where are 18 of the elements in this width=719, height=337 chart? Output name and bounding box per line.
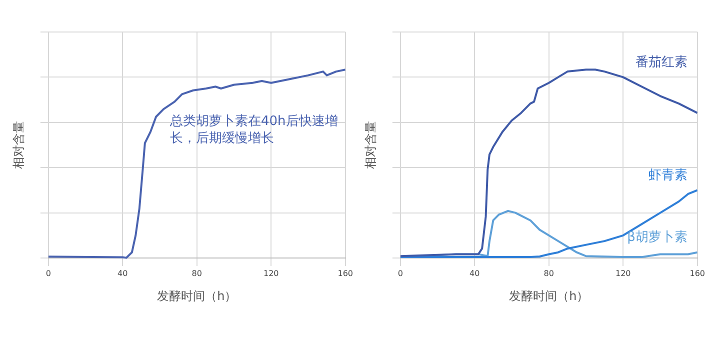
- x-tick-label: 80: [544, 268, 554, 278]
- x-tick-label: 80: [192, 268, 202, 278]
- x-tick-label: 120: [263, 268, 279, 278]
- x-axis-title: 发酵时间（h）: [509, 288, 589, 303]
- series-label: 番茄红素: [635, 55, 688, 70]
- x-axis-title: 发酵时间（h）: [157, 288, 237, 303]
- x-tick-label: 120: [615, 268, 631, 278]
- y-axis-title: 相对含量: [11, 121, 26, 169]
- x-tick-label: 40: [470, 268, 480, 278]
- x-tick-label: 160: [690, 268, 706, 278]
- annotation: 总类胡萝卜素在40h后快速增长，后期缓慢增长: [170, 113, 339, 147]
- x-tick-label: 160: [338, 268, 354, 278]
- x-tick-label: 0: [46, 268, 51, 278]
- series-label: 虾青素: [648, 168, 688, 184]
- y-axis-title: 相对含量: [363, 121, 378, 169]
- x-tick-label: 40: [118, 268, 128, 278]
- series-label: β胡萝卜素: [627, 230, 688, 246]
- x-tick-label: 0: [398, 268, 403, 278]
